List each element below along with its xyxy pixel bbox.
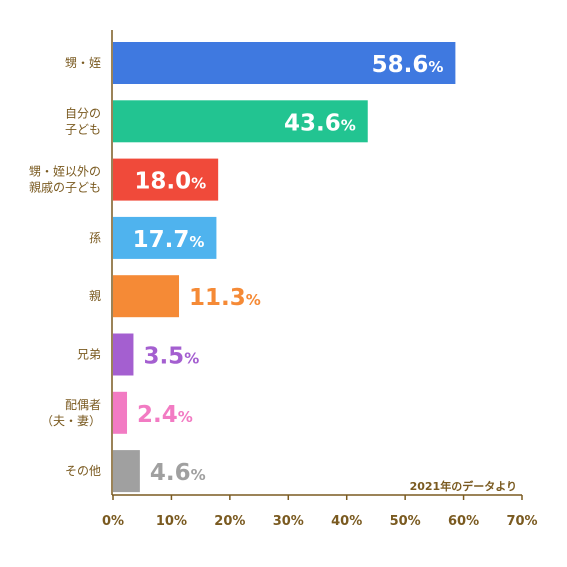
category-label: 配偶者（夫・妻） [41, 398, 101, 428]
x-tick-label: 30% [273, 514, 304, 529]
category-label: その他 [65, 464, 101, 478]
category-label: 兄弟 [77, 348, 101, 362]
x-tick-label: 40% [331, 514, 362, 529]
data-label: 58.6% [372, 52, 444, 78]
category-label: 甥・姪 [65, 56, 101, 70]
bar [113, 333, 134, 376]
data-label: 17.7% [133, 227, 205, 253]
bars-group [113, 42, 456, 493]
category-label: 親 [89, 289, 101, 303]
category-labels-group: 甥・姪 58.6% 自分の子ども 43.6% 甥・姪以外の親戚の子ども 18.0% 孫 17.… [29, 52, 443, 486]
bar [113, 100, 368, 143]
bar [113, 391, 128, 434]
data-label: 3.5% [143, 344, 199, 370]
x-axis-ticks-group: 0% 10% 20% 30% 40% 50% 60% 70% [102, 495, 538, 529]
category-label: 自分の子ども [65, 106, 101, 136]
bar [113, 158, 219, 201]
data-label: 43.6% [284, 110, 356, 136]
data-label: 11.3% [189, 285, 261, 311]
x-tick-label: 50% [390, 514, 421, 529]
data-label: 18.0% [134, 169, 206, 195]
bar [113, 450, 140, 493]
bar [113, 216, 217, 259]
category-label: 孫 [89, 231, 101, 245]
data-label: 4.6% [150, 460, 206, 486]
bar [113, 42, 456, 84]
x-tick-label: 60% [448, 514, 479, 529]
x-tick-label: 10% [156, 514, 187, 529]
category-label: 甥・姪以外の親戚の子ども [29, 165, 101, 195]
x-tick-label: 0% [102, 514, 124, 529]
x-tick-label: 70% [506, 514, 537, 529]
data-label: 2.4% [137, 402, 193, 428]
source-annotation: 2021年のデータより [410, 479, 517, 493]
x-tick-label: 20% [214, 514, 245, 529]
bar [113, 275, 180, 318]
